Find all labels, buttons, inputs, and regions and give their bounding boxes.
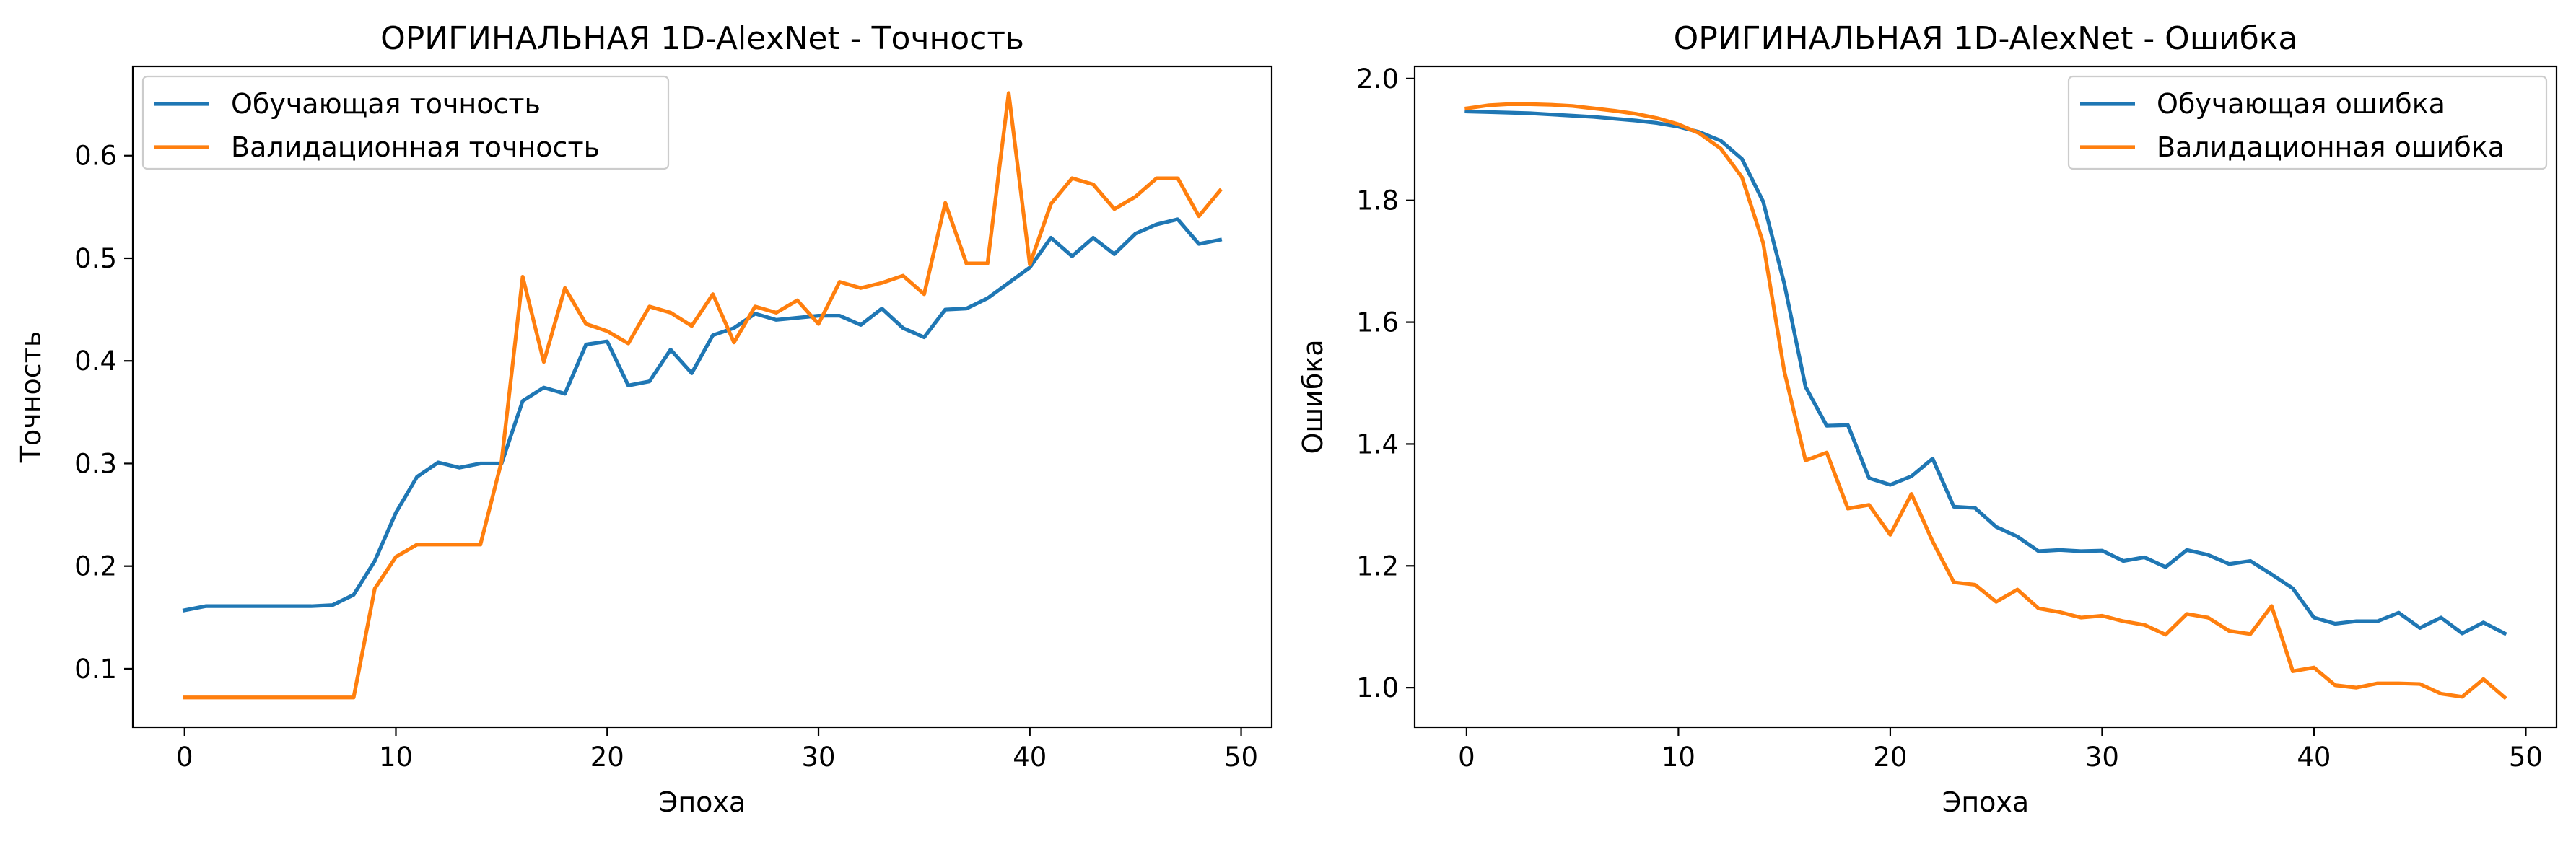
y-tick-label: 1.0 bbox=[1356, 672, 1399, 703]
x-tick-label: 30 bbox=[2085, 742, 2119, 773]
chart-title: ОРИГИНАЛЬНАЯ 1D-AlexNet - Ошибка bbox=[1674, 20, 2298, 57]
y-axis-label: Ошибка bbox=[1297, 339, 1329, 454]
legend-entry: Обучающая ошибка bbox=[2157, 88, 2445, 120]
legend-entry: Валидационная ошибка bbox=[2157, 131, 2505, 163]
x-tick-label: 10 bbox=[379, 742, 413, 773]
x-tick-label: 20 bbox=[590, 742, 624, 773]
x-axis-label: Эпоха bbox=[1942, 786, 2029, 818]
y-tick-label: 1.4 bbox=[1356, 429, 1399, 460]
x-tick-label: 50 bbox=[2509, 742, 2543, 773]
legend-entry: Валидационная точность bbox=[231, 131, 600, 163]
y-tick-label: 0.6 bbox=[74, 141, 117, 172]
y-tick-label: 1.6 bbox=[1356, 307, 1399, 338]
x-tick-label: 0 bbox=[176, 742, 193, 773]
y-tick-label: 0.2 bbox=[74, 551, 117, 582]
x-tick-label: 10 bbox=[1662, 742, 1695, 773]
y-tick-label: 1.8 bbox=[1356, 185, 1399, 216]
y-tick-label: 0.4 bbox=[74, 346, 117, 377]
x-axis-label: Эпоха bbox=[659, 786, 746, 818]
x-tick-label: 20 bbox=[1873, 742, 1907, 773]
x-tick-label: 0 bbox=[1458, 742, 1475, 773]
chart-title: ОРИГИНАЛЬНАЯ 1D-AlexNet - Точность bbox=[380, 20, 1024, 57]
y-axis-label: Точность bbox=[15, 331, 47, 463]
x-tick-label: 40 bbox=[1013, 742, 1047, 773]
y-tick-label: 0.3 bbox=[74, 448, 117, 479]
y-tick-label: 2.0 bbox=[1356, 63, 1399, 95]
y-tick-label: 1.2 bbox=[1356, 550, 1399, 582]
legend-entry: Обучающая точность bbox=[231, 88, 541, 120]
y-tick-label: 0.5 bbox=[74, 243, 117, 274]
y-tick-label: 0.1 bbox=[74, 654, 117, 685]
x-tick-label: 50 bbox=[1224, 742, 1258, 773]
x-tick-label: 30 bbox=[801, 742, 835, 773]
x-tick-label: 40 bbox=[2297, 742, 2331, 773]
